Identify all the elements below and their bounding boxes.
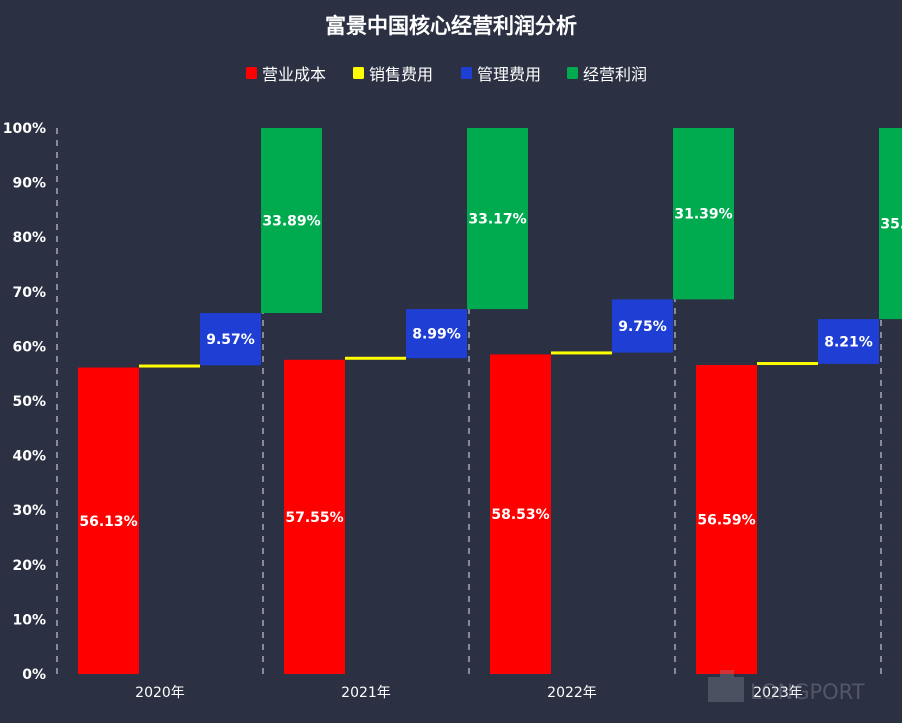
legend-swatch bbox=[246, 67, 257, 79]
admin-expense-bar bbox=[612, 299, 673, 353]
profit-label: 33.89% bbox=[262, 214, 320, 230]
sales-expense-bar bbox=[551, 351, 612, 355]
x-tick-label: 2020年 bbox=[135, 685, 185, 701]
cost-label: 56.13% bbox=[79, 514, 137, 530]
x-tick-label: 2021年 bbox=[341, 685, 391, 701]
watermark-logo-notch bbox=[720, 670, 734, 677]
y-tick-label: 90% bbox=[12, 176, 46, 192]
y-tick-label: 50% bbox=[12, 394, 46, 410]
y-tick-label: 40% bbox=[12, 449, 46, 465]
admin-expense-bar bbox=[818, 319, 879, 364]
legend-label: 经营利润 bbox=[583, 65, 647, 84]
x-tick-label: 2022年 bbox=[547, 685, 597, 701]
legend-label: 销售费用 bbox=[369, 65, 433, 84]
sales-expense-bar bbox=[345, 356, 406, 360]
y-tick-label: 80% bbox=[12, 230, 46, 246]
admin-expense-bar bbox=[200, 313, 261, 366]
cost-bar bbox=[78, 367, 139, 674]
y-axis: 0% 10% 20% 30% 40% 50% 60% 70% 80% 90% 100% bbox=[3, 121, 46, 683]
watermark-text: LONGPORT bbox=[750, 680, 865, 704]
admin-expense-bar bbox=[406, 309, 467, 359]
cost-label: 56.59% bbox=[697, 513, 755, 529]
admin-expense-label: 9.57% bbox=[206, 332, 255, 348]
y-tick-label: 30% bbox=[12, 503, 46, 519]
x-tick-label: 2023年 bbox=[753, 685, 803, 701]
legend-item[interactable]: 经营利润 bbox=[567, 65, 647, 84]
sales-expense-bar bbox=[757, 362, 818, 366]
data-labels: 56.13% 9.57% 33.89% 57.55% 8.99% 33.17% 58.53%… bbox=[79, 207, 902, 530]
chart-title: 富景中国核心经营利润分析 bbox=[325, 14, 577, 38]
bars bbox=[78, 128, 902, 674]
sales-expense-bar bbox=[139, 364, 200, 368]
cost-bar bbox=[490, 354, 551, 674]
y-tick-label: 100% bbox=[3, 121, 46, 137]
legend-item[interactable]: 营业成本 bbox=[246, 65, 326, 84]
legend-label: 管理费用 bbox=[477, 65, 541, 84]
cost-label: 57.55% bbox=[285, 510, 343, 526]
profit-bar bbox=[673, 128, 734, 300]
watermark-logo-icon bbox=[708, 677, 744, 702]
admin-expense-label: 8.99% bbox=[412, 327, 461, 343]
y-tick-label: 60% bbox=[12, 339, 46, 355]
legend-item[interactable]: 管理费用 bbox=[461, 65, 541, 84]
profit-bar bbox=[467, 128, 528, 310]
profit-bar bbox=[261, 128, 322, 314]
cost-bar bbox=[284, 359, 345, 674]
cost-bar bbox=[696, 365, 757, 674]
legend-item[interactable]: 销售费用 bbox=[353, 65, 433, 84]
y-tick-label: 10% bbox=[12, 612, 46, 628]
admin-expense-label: 9.75% bbox=[618, 319, 667, 335]
legend-swatch bbox=[353, 67, 364, 79]
cost-label: 58.53% bbox=[491, 507, 549, 523]
profit-label: 31.39% bbox=[674, 207, 732, 223]
y-tick-label: 20% bbox=[12, 558, 46, 574]
longport-watermark: LONGPORT bbox=[708, 670, 865, 704]
legend-swatch bbox=[567, 67, 578, 79]
y-tick-label: 0% bbox=[22, 667, 46, 683]
profit-label: 35.00% bbox=[880, 217, 902, 233]
profit-bar bbox=[879, 128, 902, 320]
legend: 营业成本 销售费用 管理费用 经营利润 bbox=[246, 65, 647, 84]
legend-swatch bbox=[461, 67, 472, 79]
y-tick-label: 70% bbox=[12, 285, 46, 301]
legend-label: 营业成本 bbox=[262, 65, 326, 84]
admin-expense-label: 8.21% bbox=[824, 335, 873, 351]
profit-label: 33.17% bbox=[468, 212, 526, 228]
x-axis: 2020年 2021年 2022年 2023年 bbox=[135, 685, 803, 701]
